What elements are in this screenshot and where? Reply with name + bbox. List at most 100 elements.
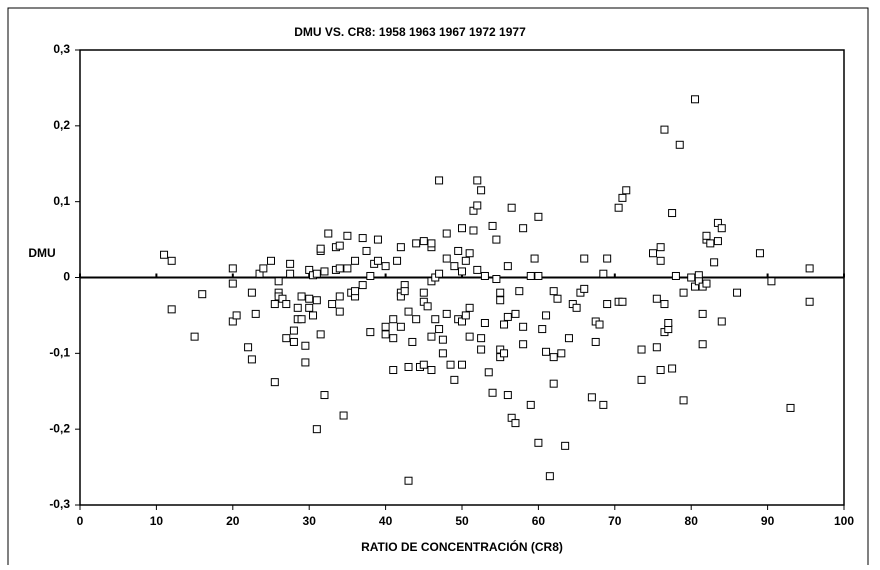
point bbox=[534, 438, 543, 447]
point bbox=[442, 229, 451, 238]
point bbox=[503, 312, 512, 321]
point bbox=[717, 317, 726, 326]
point bbox=[312, 269, 321, 278]
point bbox=[427, 332, 436, 341]
point bbox=[458, 360, 466, 369]
point bbox=[438, 335, 447, 344]
point bbox=[393, 256, 402, 265]
point bbox=[668, 209, 677, 218]
point bbox=[507, 203, 516, 212]
point bbox=[549, 287, 558, 296]
point bbox=[312, 425, 321, 434]
x-tick-label: 60 bbox=[532, 514, 546, 528]
point bbox=[511, 419, 520, 428]
point bbox=[614, 203, 623, 212]
point bbox=[679, 396, 688, 405]
point bbox=[312, 296, 321, 305]
chart-title: DMU VS. CR8: 1958 1963 1967 1972 1977 bbox=[294, 25, 526, 39]
point bbox=[419, 288, 428, 297]
point bbox=[580, 284, 589, 293]
point bbox=[270, 378, 279, 387]
point bbox=[477, 345, 486, 354]
point bbox=[450, 262, 459, 271]
point bbox=[328, 300, 337, 309]
x-tick-label: 10 bbox=[150, 514, 164, 528]
point bbox=[400, 287, 409, 296]
point bbox=[519, 224, 528, 233]
point bbox=[484, 368, 493, 377]
point bbox=[503, 391, 512, 400]
point bbox=[480, 271, 489, 280]
point bbox=[324, 229, 333, 238]
point bbox=[373, 256, 382, 265]
point bbox=[656, 256, 665, 265]
point bbox=[320, 267, 329, 276]
point bbox=[496, 288, 505, 297]
point bbox=[442, 309, 451, 318]
x-tick-label: 50 bbox=[455, 514, 469, 528]
point bbox=[446, 360, 455, 369]
point bbox=[698, 309, 707, 318]
point bbox=[274, 277, 283, 286]
point bbox=[339, 411, 348, 420]
y-tick-label: 0,2 bbox=[53, 118, 70, 132]
point bbox=[687, 273, 696, 282]
point bbox=[477, 334, 486, 343]
point bbox=[519, 340, 528, 349]
point bbox=[603, 300, 612, 309]
point bbox=[251, 309, 260, 318]
point bbox=[419, 237, 428, 246]
point bbox=[519, 322, 528, 331]
point bbox=[767, 277, 776, 286]
point bbox=[675, 140, 684, 149]
point bbox=[366, 271, 375, 280]
point bbox=[515, 287, 524, 296]
point bbox=[553, 294, 562, 303]
point bbox=[480, 319, 489, 327]
point bbox=[435, 269, 444, 278]
point bbox=[660, 300, 669, 309]
point bbox=[450, 375, 459, 384]
point bbox=[595, 320, 604, 329]
point bbox=[454, 246, 463, 255]
point bbox=[465, 303, 474, 312]
point bbox=[320, 391, 329, 400]
point bbox=[702, 231, 711, 240]
point bbox=[396, 243, 405, 252]
point bbox=[477, 186, 486, 195]
point bbox=[805, 297, 814, 306]
point bbox=[232, 311, 241, 320]
x-axis-label: RATIO DE CONCENTRACIÓN (CR8) bbox=[361, 539, 563, 554]
point bbox=[473, 265, 482, 274]
point bbox=[656, 243, 665, 252]
point bbox=[458, 267, 466, 276]
point bbox=[561, 441, 570, 450]
point bbox=[713, 237, 722, 246]
point bbox=[492, 235, 501, 244]
point bbox=[580, 254, 589, 263]
point bbox=[622, 186, 631, 195]
point bbox=[309, 311, 318, 320]
point bbox=[297, 315, 306, 324]
point bbox=[500, 349, 509, 358]
point bbox=[335, 307, 344, 316]
point bbox=[660, 125, 669, 134]
point bbox=[805, 264, 814, 273]
x-tick-label: 30 bbox=[303, 514, 317, 528]
point bbox=[545, 472, 554, 481]
point bbox=[389, 366, 398, 375]
point bbox=[305, 294, 314, 303]
point bbox=[419, 360, 428, 369]
point bbox=[297, 292, 306, 301]
point bbox=[404, 476, 413, 485]
point bbox=[289, 337, 298, 346]
point bbox=[534, 212, 543, 221]
point bbox=[198, 290, 207, 299]
point bbox=[286, 269, 295, 278]
point bbox=[488, 388, 497, 397]
point bbox=[656, 366, 665, 375]
point bbox=[473, 176, 482, 185]
point bbox=[755, 249, 764, 258]
point bbox=[702, 279, 711, 288]
